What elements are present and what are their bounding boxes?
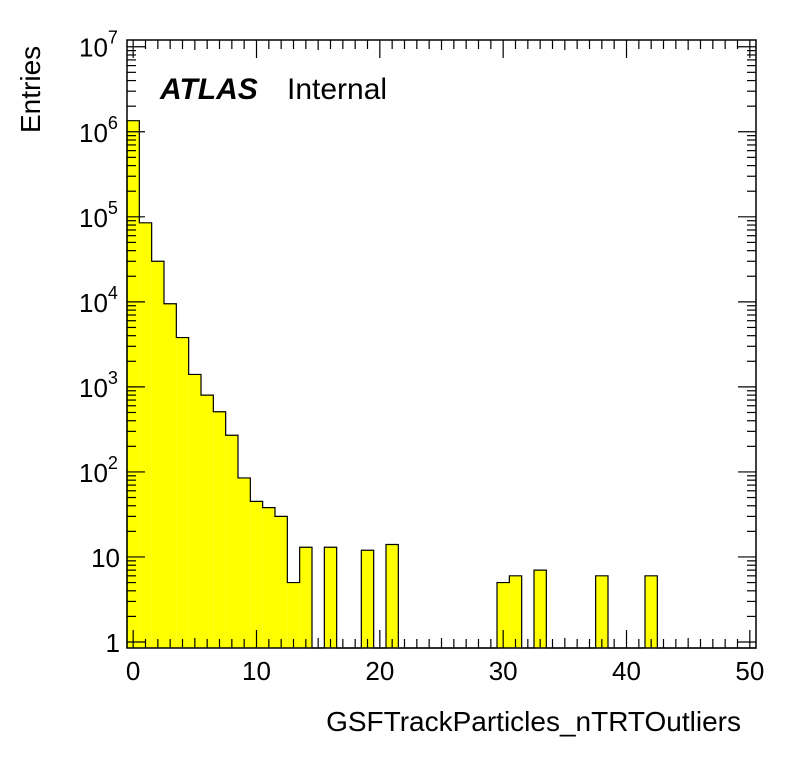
histogram-bin [275,516,288,648]
y-axis-title: Entries [15,46,46,133]
y-tick-label: 103 [79,368,118,403]
x-tick-label: 50 [735,656,764,686]
x-tick-labels: 0 10 20 30 40 50 [126,656,764,686]
histogram-bin [238,477,251,648]
x-tick-label: 30 [489,656,518,686]
histogram-bin [127,120,140,649]
histogram-bin [287,582,300,648]
histogram-bin [361,550,374,648]
axis-ticks [127,40,756,648]
histogram-bin [497,582,510,648]
x-tick-label: 10 [242,656,271,686]
y-tick-label: 105 [79,198,118,233]
histogram-bin [509,575,522,648]
y-tick-label: 106 [79,113,118,148]
y-tick-label: 10 [91,543,120,573]
atlas-label: ATLAS [159,73,258,106]
histogram-bin [139,222,152,648]
histogram-bin [164,303,177,648]
y-tick-label: 107 [79,28,118,63]
histogram-bin [645,575,658,648]
y-tick-label: 102 [79,453,118,488]
histogram-bin [299,547,312,648]
histogram-bin [176,337,189,648]
histogram-bin [201,395,214,648]
histogram-bin [534,570,547,648]
y-tick-label: 104 [79,283,118,318]
histogram-bin [213,411,226,648]
histogram-bin [595,575,608,648]
x-axis-title: GSFTrackParticles_nTRTOutliers [326,706,741,737]
histogram-bin [324,547,337,648]
histogram-bin [386,544,399,648]
histogram-bin [188,374,201,648]
y-tick-labels: 1 10 102 103 104 105 106 107 [79,28,120,658]
histogram-bin [262,507,275,648]
histogram-bin [151,261,164,648]
internal-label: Internal [287,73,387,106]
histogram-bars [127,120,658,649]
y-tick-label: 1 [106,628,120,658]
x-tick-label: 40 [612,656,641,686]
x-tick-label: 20 [365,656,394,686]
histogram-bin [225,435,238,648]
histogram-bin [250,501,263,648]
x-tick-label: 0 [126,656,140,686]
